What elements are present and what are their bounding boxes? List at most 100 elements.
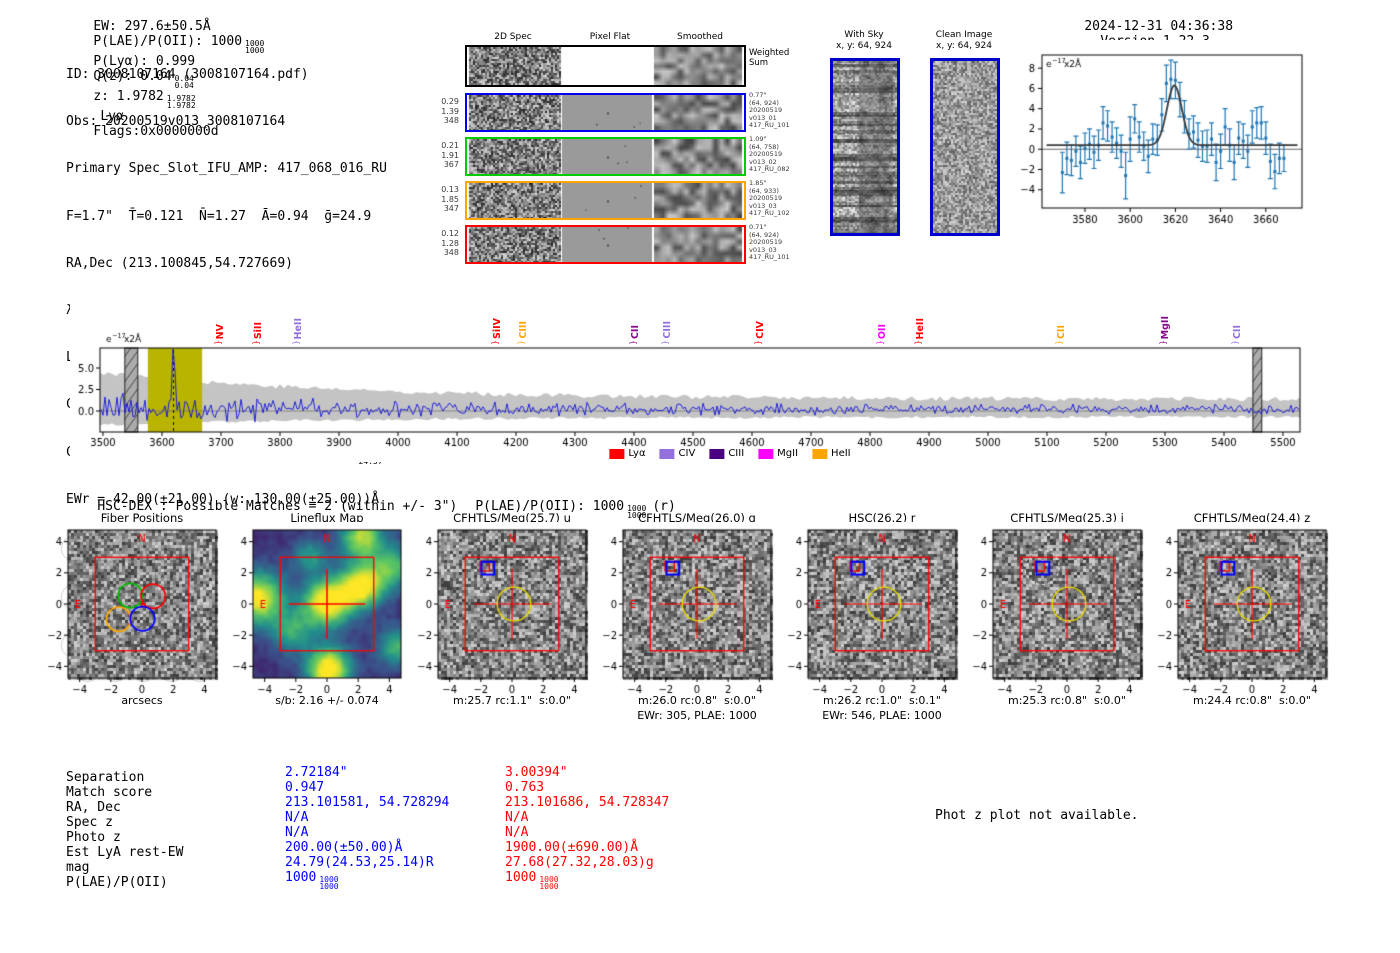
match1-value: 0.947 [285, 780, 325, 795]
spec2d-weighted-sum-label: Weighted Sum [749, 48, 790, 68]
cutout-canvas-5 [963, 522, 1148, 694]
spec2d-annotation-line: v013_02 [749, 157, 777, 166]
header-timestamp: 2024-12-31 04:36:38 [1084, 19, 1234, 34]
emission-line-label: MgII [1160, 295, 1172, 339]
emission-line-label: CII [1232, 295, 1244, 339]
info-seeing: F=1.7" T̄=0.121 N̄=1.27 Ā=0.94 ḡ=24.9 [66, 208, 372, 224]
cutout-caption: m:26.2 rc:1.0" s:0.1" [823, 694, 941, 707]
spec2d-annotation-line: (64, 933) [749, 186, 779, 195]
match1-value: 2.72184" [285, 765, 348, 780]
cutout-caption: s/b: 2.16 +/- 0.074 [275, 694, 379, 707]
emission-line-brace: { [660, 340, 670, 345]
legend-label: CIV [678, 448, 696, 459]
spec2d-row-annotation: 1.09" (64, 758) 20200519 v013_02 417_RU_082 [749, 135, 790, 174]
cutout-caption: m:25.7 rc:1.1" s:0.0" [453, 694, 571, 707]
spec2d-stat: 0.29 [441, 97, 459, 106]
spec2d-annotation-line: 20200519 [749, 150, 783, 159]
emission-line-label-text: CII [1056, 324, 1068, 339]
emission-line-label-text: NV [215, 323, 226, 339]
spec2d-annotation-line: 0.77" [749, 91, 767, 99]
spec2d-row-stats: 0.21 1.91 367 [433, 141, 459, 170]
header-plae-range: 1000 1000 [245, 39, 265, 55]
spec2d-row [465, 93, 746, 132]
emission-line-brace: { [491, 340, 501, 345]
emission-line-label: CIII [518, 295, 530, 339]
spec2d-row-image [467, 227, 744, 262]
cutout-caption: m:24.4 rc:0.8" s:0.0" [1193, 694, 1311, 707]
clean-image-canvas [933, 61, 997, 233]
spec2d-annotation-line: (64, 758) [749, 142, 779, 151]
spec2d-row-annotation: 0.77" (64, 924) 20200519 v013_01 417_RU_101 [749, 91, 790, 130]
match2-value: 3.00394" [505, 765, 568, 780]
legend-swatch [609, 448, 625, 459]
emission-line-brace: { [913, 340, 923, 345]
match2-value: N/A [505, 810, 529, 825]
legend-swatch [812, 448, 828, 459]
emission-line-label: HeII [915, 295, 927, 339]
cutout-title: CFHTLS/Meg(26.0) g [638, 511, 756, 525]
cutout-canvas-6 [1148, 522, 1333, 694]
cutout-caption-2: EWr: 305, PLAE: 1000 [637, 709, 757, 722]
spec2d-row-annotation: 1.85" (64, 933) 20200519 v013_03 417_RU_102 [749, 179, 790, 218]
cutout-caption-2: EWr: 546, PLAE: 1000 [822, 709, 942, 722]
match-row-label: P(LAE)/P(OII) [66, 875, 168, 890]
header-z-range: 1.9782 1.9782 [166, 94, 196, 110]
emission-line-brace: { [753, 340, 763, 345]
with-sky-canvas [833, 61, 897, 233]
emission-line-brace: { [292, 340, 302, 345]
emission-line-label: HeII [293, 295, 305, 339]
match2-value: 27.68(27.32,28.03)g [505, 855, 654, 870]
spec2d-weighted-sum-row [465, 45, 746, 87]
match-row-label: Separation [66, 770, 145, 785]
spec2d-row-image [467, 183, 744, 218]
spec2d-annotation-line: v013_01 [749, 113, 777, 122]
cutout-title: CFHTLS/Meg(25.3) i [1010, 511, 1124, 525]
spec2d-stat: 0.13 [441, 185, 459, 194]
match1-value: 200.00(±50.00)Å [285, 840, 403, 855]
spec2d-stat: 1.28 [441, 238, 459, 248]
cutout-title: CFHTLS/Meg(25.7) u [453, 511, 571, 525]
legend-label: MgII [777, 448, 799, 459]
emission-line-label: OII [877, 295, 889, 339]
match1-value: N/A [285, 825, 309, 840]
match-row-label: Spec z [66, 815, 113, 830]
emission-line-label-text: CIV [754, 321, 766, 339]
legend-item: CIV [659, 448, 696, 459]
legend-item: CIII [709, 448, 744, 459]
photz-note: Phot z plot not available. [935, 808, 1139, 823]
spec2d-annotation-line: v013_03 [749, 201, 777, 210]
cutout-canvas-1 [223, 522, 408, 694]
cutout-title: Lineflux Map [290, 511, 364, 525]
emission-line-label-text: CIII [661, 321, 673, 339]
emission-line-label: SiIV [492, 295, 504, 339]
cutout-caption: arcsecs [121, 694, 163, 707]
spec2d-annotation-line: v013_03 [749, 245, 777, 254]
cutout-canvas-3 [593, 522, 778, 694]
legend-label: Lyα [628, 448, 646, 459]
cutout-canvas-0 [38, 522, 223, 694]
spec2d-annotation-line: 417_RU_102 [749, 209, 790, 218]
line-fit-chart [1000, 40, 1345, 236]
emission-line-brace: { [629, 340, 639, 345]
spec2d-annotation-line: 417_RU_101 [749, 253, 790, 262]
spec2d-annotation-line: 417_RU_101 [749, 121, 790, 130]
match2-value: 1000 1000 1000 [505, 870, 559, 891]
emission-line-label-text: SiIV [492, 318, 504, 339]
info-ra-dec: RA,Dec (213.100845,54.727669) [66, 255, 293, 271]
spec2d-col-title-smoothed: Smoothed [677, 32, 723, 42]
spec2d-row [465, 181, 746, 220]
spec2d-annotation-line: (64, 924) [749, 230, 779, 239]
legend-item: MgII [758, 448, 798, 459]
match-row-label: RA, Dec [66, 800, 121, 815]
spec2d-col-title-2dspec: 2D Spec [494, 32, 532, 42]
spec2d-stat: 1.91 [441, 150, 459, 160]
emission-line-label: CII [630, 295, 642, 339]
match2-value: 1900.00(±690.00)Å [505, 840, 639, 855]
header-ew: EW: 297.6±50.5Å [93, 19, 211, 34]
emission-line-label: CIV [755, 295, 767, 339]
spec2d-row-image [467, 95, 744, 130]
spec2d-stat: 347 [443, 204, 459, 213]
spec2d-annotation-line: 1.09" [749, 135, 767, 143]
match1-value: 24.79(24.53,25.14)R [285, 855, 434, 870]
legend-swatch [709, 448, 725, 459]
